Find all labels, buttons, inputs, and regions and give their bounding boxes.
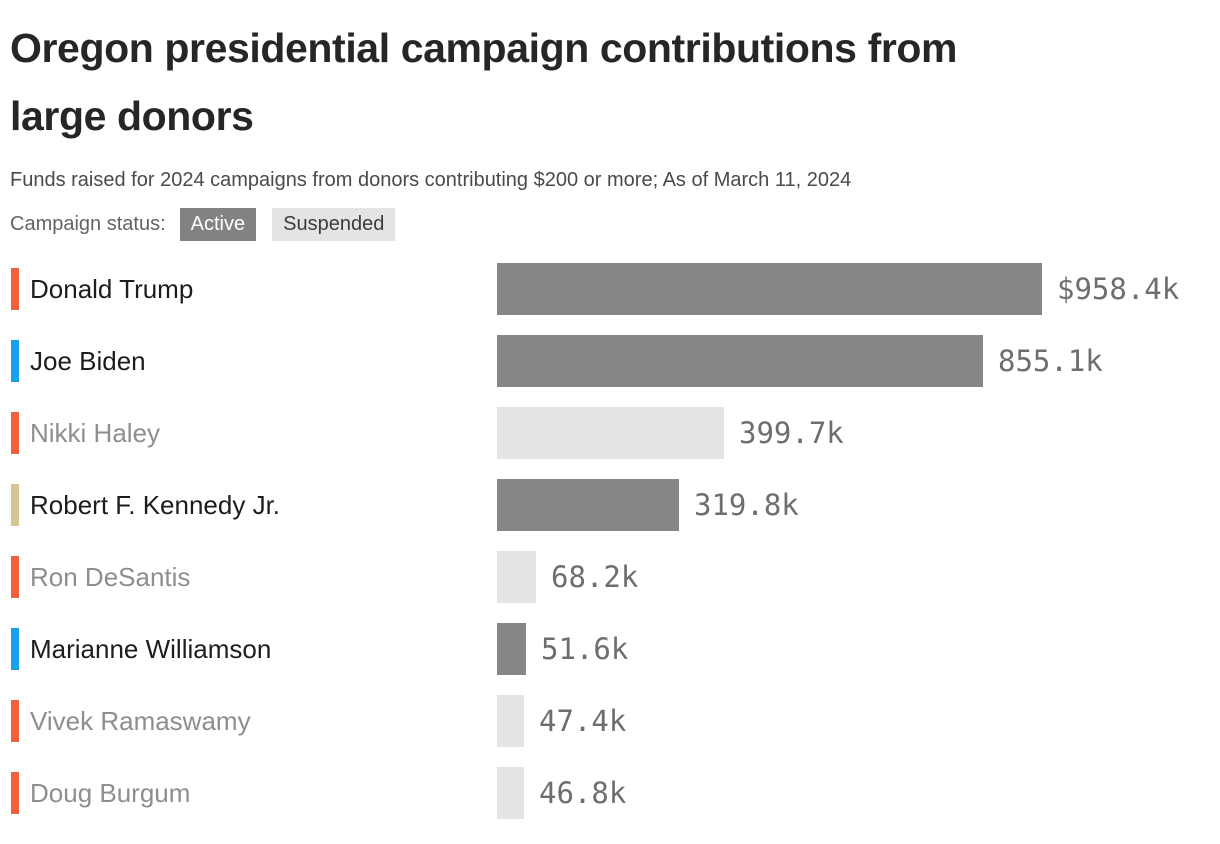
bar[interactable] xyxy=(497,767,524,819)
party-marker xyxy=(11,484,19,526)
candidate-row: Ron DeSantis 68.2k xyxy=(10,551,1210,603)
candidate-name: Ron DeSantis xyxy=(30,562,191,592)
bar[interactable] xyxy=(497,551,536,603)
bar[interactable] xyxy=(497,623,526,675)
party-marker xyxy=(11,700,19,742)
bar[interactable] xyxy=(497,407,724,459)
bar[interactable] xyxy=(497,695,524,747)
party-marker xyxy=(11,268,19,310)
legend-chip-active: Active xyxy=(179,208,257,241)
candidate-row: Nikki Haley 399.7k xyxy=(10,407,1210,459)
legend: Campaign status: Active Suspended xyxy=(10,208,1210,241)
legend-chip-suspended: Suspended xyxy=(272,208,396,241)
bar[interactable] xyxy=(497,335,983,387)
bar-chart: Donald Trump $958.4k Joe Biden 855.1k Nikki … xyxy=(10,263,1210,819)
candidate-name: Nikki Haley xyxy=(30,418,161,448)
legend-label: Campaign status: xyxy=(10,213,166,235)
chart-title-line1: Oregon presidential campaign contributio… xyxy=(10,25,958,71)
party-marker xyxy=(11,556,19,598)
value-label: 399.7k xyxy=(739,416,844,450)
candidate-row: Marianne Williamson 51.6k xyxy=(10,623,1210,675)
candidate-name: Robert F. Kennedy Jr. xyxy=(30,490,281,520)
value-label: $958.4k xyxy=(1057,272,1180,306)
candidate-name: Joe Biden xyxy=(30,346,146,376)
chart-container: Oregon presidential campaign contributio… xyxy=(0,14,1220,819)
candidate-row: Donald Trump $958.4k xyxy=(10,263,1210,315)
chart-title: Oregon presidential campaign contributio… xyxy=(10,14,1210,150)
value-label: 855.1k xyxy=(998,344,1103,378)
candidate-name: Donald Trump xyxy=(30,274,194,304)
value-label: 51.6k xyxy=(541,632,629,666)
chart-subtitle: Funds raised for 2024 campaigns from don… xyxy=(10,169,852,191)
bar[interactable] xyxy=(497,263,1042,315)
chart-title-line2: large donors xyxy=(10,93,254,139)
bar[interactable] xyxy=(497,479,679,531)
value-label: 46.8k xyxy=(539,776,627,810)
candidate-row: Robert F. Kennedy Jr. 319.8k xyxy=(10,479,1210,531)
candidate-row: Vivek Ramaswamy 47.4k xyxy=(10,695,1210,747)
party-marker xyxy=(11,340,19,382)
party-marker xyxy=(11,628,19,670)
party-marker xyxy=(11,412,19,454)
value-label: 319.8k xyxy=(694,488,799,522)
value-label: 68.2k xyxy=(551,560,639,594)
candidate-name: Marianne Williamson xyxy=(30,634,272,664)
candidate-row: Joe Biden 855.1k xyxy=(10,335,1210,387)
candidate-name: Doug Burgum xyxy=(30,778,191,808)
candidate-row: Doug Burgum 46.8k xyxy=(10,767,1210,819)
party-marker xyxy=(11,772,19,814)
candidate-name: Vivek Ramaswamy xyxy=(30,706,251,736)
value-label: 47.4k xyxy=(539,704,627,738)
